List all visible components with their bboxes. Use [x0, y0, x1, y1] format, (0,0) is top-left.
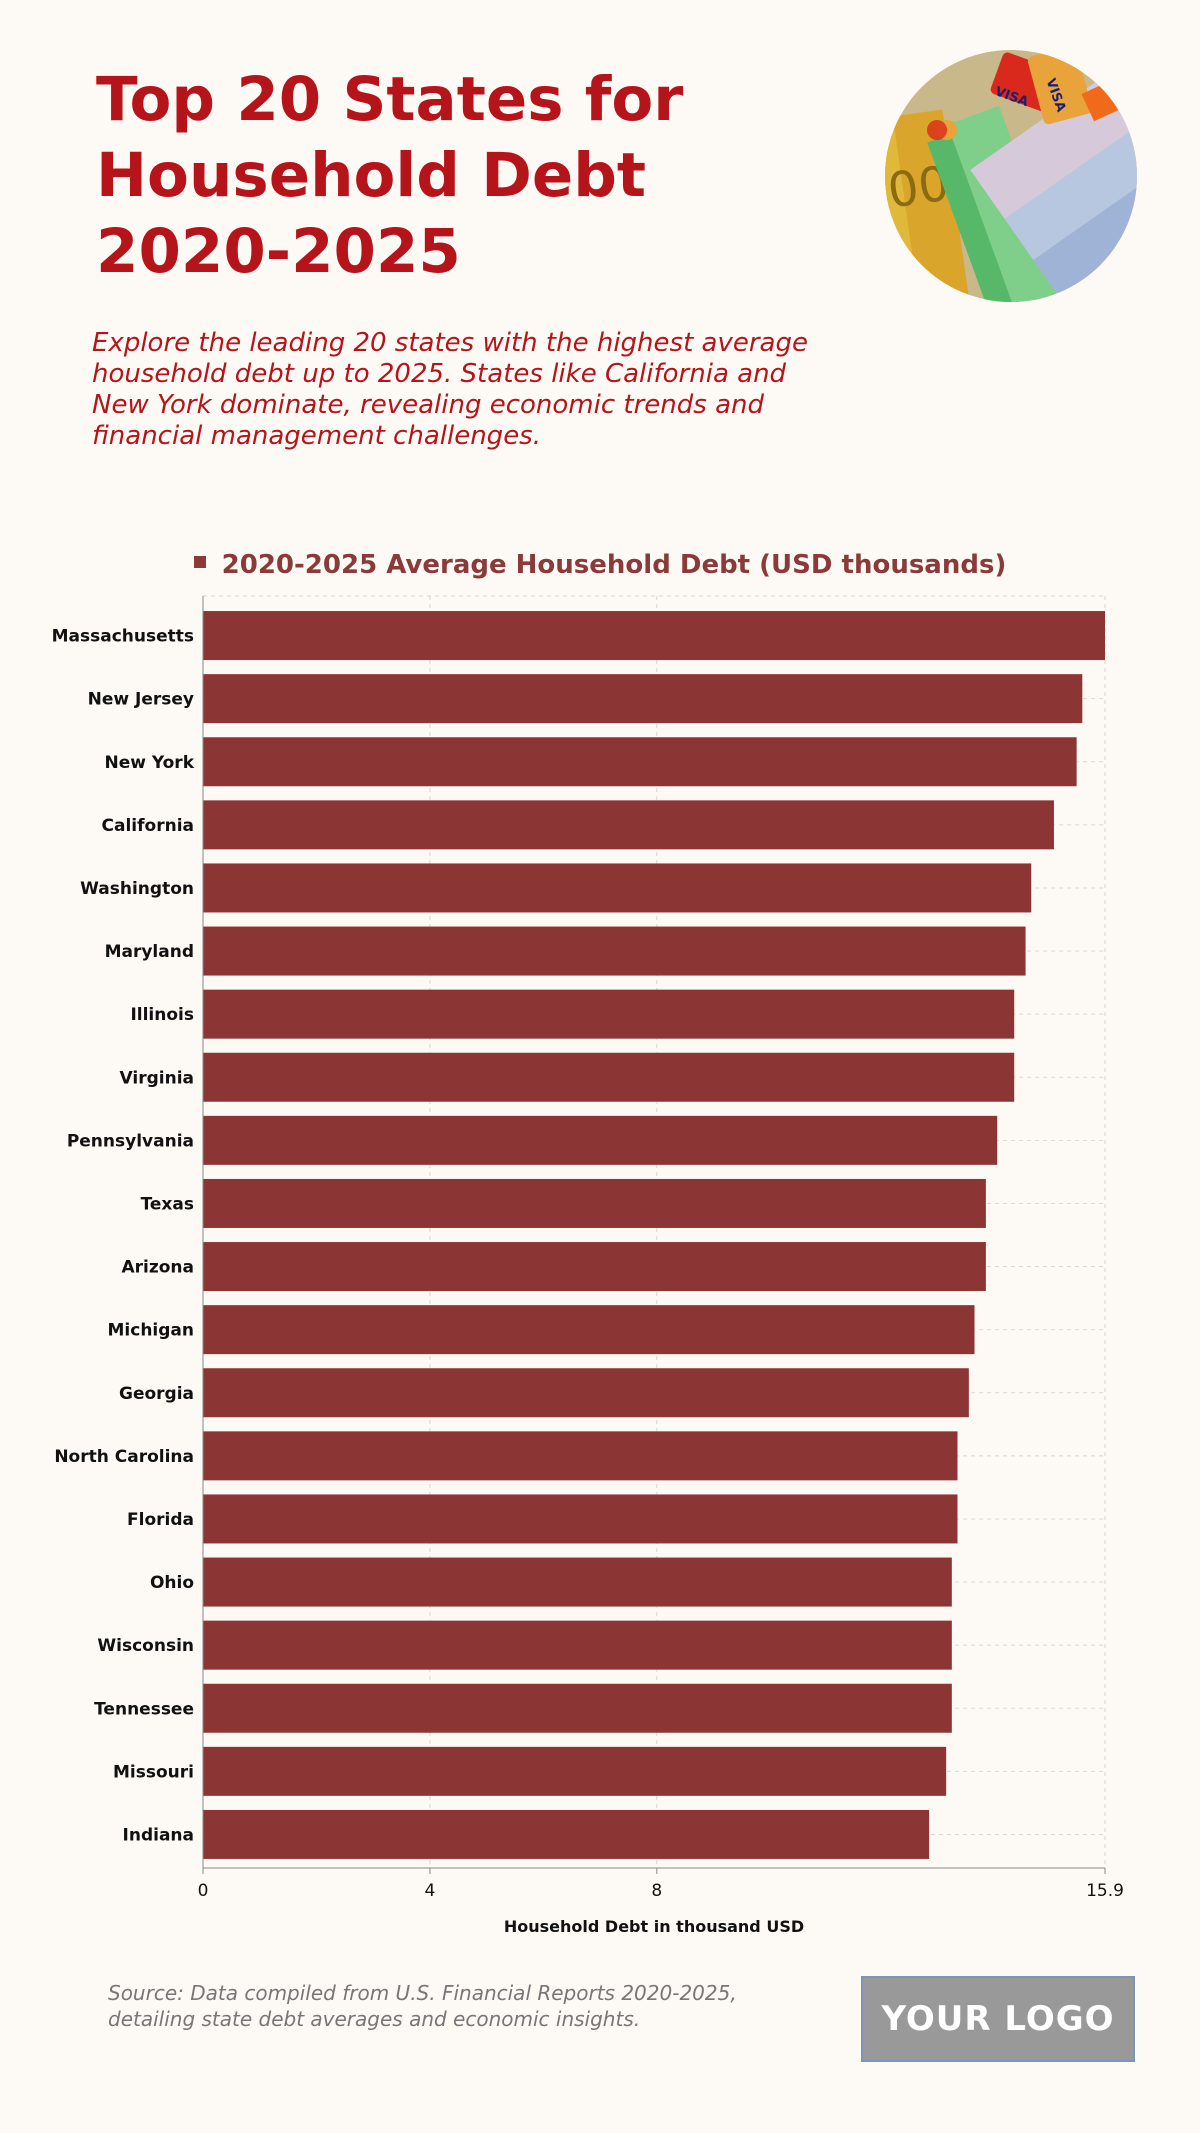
bar — [203, 737, 1077, 787]
bar — [203, 1115, 998, 1165]
bar-chart: Massachusetts New Jersey New York Californi… — [52, 595, 1124, 1901]
bar — [203, 674, 1083, 724]
bar — [203, 1431, 958, 1481]
bar — [203, 1368, 969, 1418]
money-photo: 00 VISA VISA — [885, 50, 1137, 302]
y-tick-label: Georgia — [119, 1384, 194, 1404]
y-tick-label: Michigan — [108, 1321, 195, 1341]
bar — [203, 989, 1015, 1039]
legend-swatch — [193, 555, 206, 568]
x-tick-label: 0 — [198, 1881, 209, 1901]
y-tick-label: Florida — [127, 1510, 194, 1530]
y-tick-label: New York — [105, 753, 195, 773]
y-tick-label: Tennessee — [94, 1699, 194, 1719]
y-tick-label: North Carolina — [54, 1447, 194, 1467]
y-tick-label: Texas — [141, 1194, 194, 1214]
y-tick-label: Massachusetts — [52, 627, 194, 647]
logo-placeholder[interactable]: YOUR LOGO — [861, 1976, 1135, 2062]
y-tick-label: Illinois — [130, 1005, 194, 1025]
chart-legend: 2020-2025 Average Household Debt (USD th… — [0, 550, 1200, 580]
bar — [203, 1683, 952, 1733]
bar — [203, 1809, 930, 1859]
bar — [203, 1178, 986, 1228]
bar — [203, 1557, 952, 1607]
y-tick-label: Maryland — [105, 942, 194, 962]
bar — [203, 1746, 947, 1796]
y-tick-label: Wisconsin — [97, 1636, 194, 1656]
x-tick-label: 15.9 — [1086, 1881, 1124, 1901]
legend-label: 2020-2025 Average Household Debt (USD th… — [221, 550, 1007, 580]
y-tick-label: Arizona — [121, 1258, 194, 1278]
bar — [203, 1242, 986, 1292]
y-tick-label: Ohio — [150, 1573, 194, 1593]
y-tick-label: Indiana — [123, 1825, 194, 1845]
bar — [203, 611, 1105, 661]
y-tick-label: New Jersey — [88, 690, 194, 710]
page-subtitle: Explore the leading 20 states with the h… — [92, 328, 808, 451]
bar — [203, 1305, 975, 1355]
money-cards-illustration: 00 VISA VISA — [885, 50, 1137, 302]
y-tick-label: Missouri — [113, 1762, 194, 1782]
y-tick-label: Virginia — [120, 1068, 194, 1088]
x-axis-title: Household Debt in thousand USD — [503, 1917, 805, 1936]
bar — [203, 1494, 958, 1544]
x-tick-label: 8 — [651, 1881, 662, 1901]
source-note: Source: Data compiled from U.S. Financia… — [108, 1981, 737, 2031]
bar — [203, 800, 1054, 850]
x-tick-label: 4 — [425, 1881, 436, 1901]
bar — [203, 926, 1026, 976]
bar — [203, 1620, 952, 1670]
bar — [203, 1052, 1015, 1102]
bar — [203, 863, 1032, 913]
y-tick-label: California — [102, 816, 194, 836]
y-tick-label: Pennsylvania — [67, 1131, 194, 1151]
page-title: Top 20 States for Household Debt 2020-20… — [96, 64, 684, 287]
y-tick-label: Washington — [80, 879, 194, 899]
